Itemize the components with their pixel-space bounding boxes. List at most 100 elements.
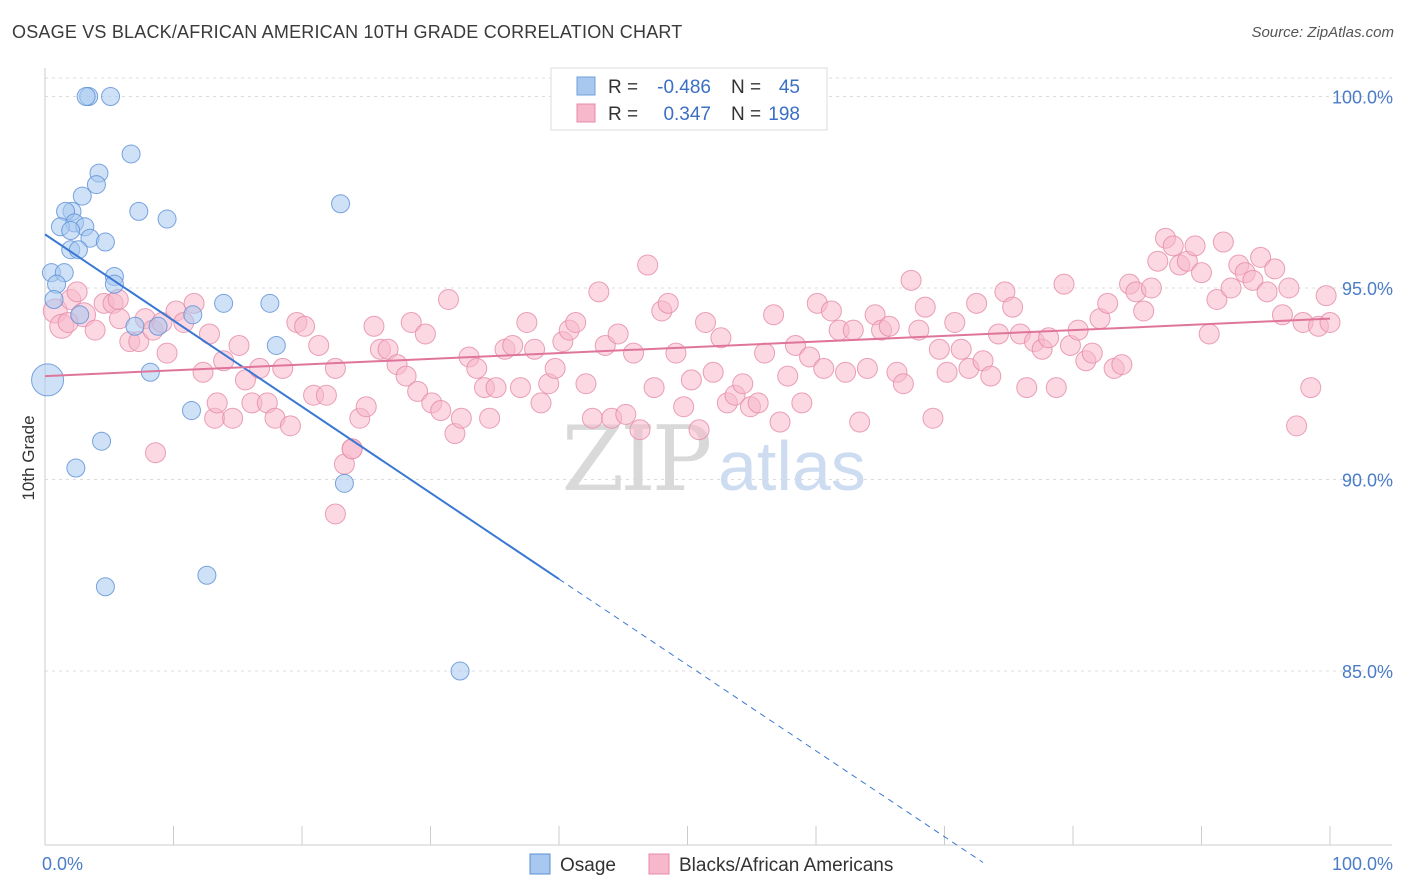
legend-label: Osage (560, 855, 616, 876)
data-point (1002, 296, 1024, 318)
data-point (950, 338, 972, 360)
stats-swatch (576, 76, 596, 96)
watermark-atlas: atlas (718, 427, 866, 505)
data-point (629, 419, 651, 441)
data-point (479, 407, 501, 429)
data-point (665, 342, 687, 364)
data-point (1097, 292, 1119, 314)
data-point (1147, 250, 1169, 272)
stats-r-label: R = (608, 104, 638, 125)
data-point (835, 361, 857, 383)
data-point (324, 357, 346, 379)
axes (44, 68, 1392, 846)
stats-r-value: -0.486 (657, 77, 711, 98)
data-point (86, 175, 106, 195)
data-point (1191, 262, 1212, 284)
stats-n-label: N = (731, 104, 761, 125)
series-osage (31, 87, 470, 681)
trend-line-osage (44, 233, 560, 580)
data-point (414, 323, 436, 345)
data-point (1256, 281, 1278, 303)
data-point (565, 311, 587, 333)
x-tick-label: 100.0% (1332, 854, 1393, 874)
data-point (688, 419, 710, 441)
data-point (145, 442, 167, 464)
data-point (430, 400, 452, 422)
data-point (363, 315, 385, 337)
data-point (784, 334, 806, 356)
x-tick-labels: 0.0% 100.0% (42, 854, 1393, 874)
data-point (928, 338, 950, 360)
data-point (1038, 327, 1060, 349)
legend-swatch (648, 853, 670, 875)
data-point (395, 365, 417, 387)
data-point (637, 254, 659, 276)
data-point (334, 473, 354, 493)
data-point (192, 361, 214, 383)
data-point (1045, 377, 1067, 399)
data-point (680, 369, 702, 391)
legend-swatch (529, 853, 551, 875)
data-point (777, 365, 799, 387)
data-point (66, 281, 88, 303)
data-point (95, 232, 115, 252)
trend-lines (44, 233, 1331, 863)
data-point (485, 377, 507, 399)
trend-line-osage-extension (558, 578, 984, 863)
data-point (92, 431, 112, 451)
data-point (1162, 235, 1184, 257)
data-point (966, 292, 988, 314)
data-point (799, 346, 821, 368)
data-point (400, 311, 422, 333)
data-point (588, 281, 610, 303)
data-point (908, 319, 930, 341)
data-point (516, 311, 538, 333)
data-point (944, 311, 966, 333)
data-point (129, 201, 149, 221)
data-point (1319, 311, 1341, 333)
data-point (509, 377, 531, 399)
data-point (1133, 300, 1155, 322)
data-point (181, 401, 201, 421)
data-point (892, 373, 914, 395)
data-point (502, 334, 524, 356)
y-tick-label: 90.0% (1342, 471, 1393, 491)
x-tick-label: 0.0% (42, 854, 83, 874)
data-point (157, 209, 177, 229)
data-point (1286, 415, 1308, 437)
data-point (324, 503, 346, 525)
data-point (1140, 277, 1162, 299)
data-point (657, 292, 679, 314)
data-point (544, 357, 566, 379)
data-point (900, 269, 922, 291)
data-point (125, 316, 145, 336)
data-point (763, 304, 785, 326)
data-point (450, 661, 470, 681)
data-point (72, 186, 92, 206)
data-point (121, 144, 141, 164)
data-point (702, 361, 724, 383)
data-point (530, 392, 552, 414)
data-point (643, 377, 665, 399)
data-point (249, 357, 271, 379)
data-point (673, 396, 695, 418)
data-point (710, 327, 732, 349)
data-point (615, 403, 637, 425)
data-point (148, 316, 168, 336)
data-point (922, 407, 944, 429)
y-tick-labels: 100.0% 95.0% 90.0% 85.0% (1332, 88, 1393, 683)
data-point (466, 357, 488, 379)
data-point (1016, 377, 1038, 399)
y-axis-title: 10th Grade (19, 415, 38, 500)
data-point (1264, 258, 1286, 280)
y-tick-label: 95.0% (1342, 279, 1393, 299)
data-point (524, 338, 546, 360)
data-point (791, 392, 813, 414)
data-point (76, 87, 96, 106)
data-point (1053, 273, 1075, 295)
data-point (1300, 377, 1322, 399)
data-point (1206, 288, 1228, 310)
data-point (331, 194, 351, 214)
data-point (214, 293, 234, 313)
data-point (1278, 277, 1300, 299)
